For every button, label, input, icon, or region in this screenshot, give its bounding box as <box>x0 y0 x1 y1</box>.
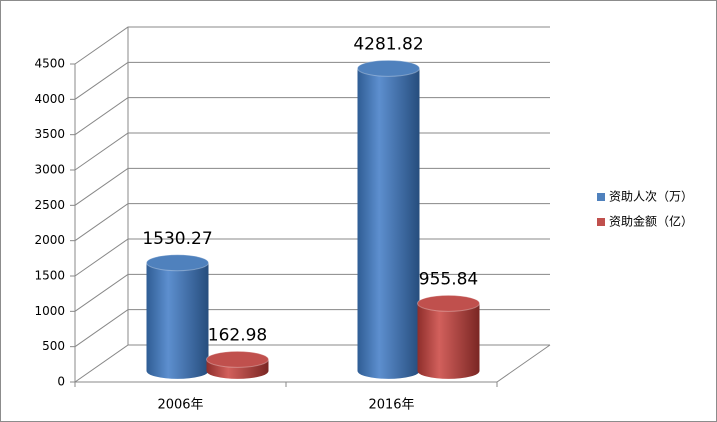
bar-top <box>417 294 480 312</box>
y-tick-label: 2500 <box>34 198 65 212</box>
bar <box>146 262 209 379</box>
bar-top <box>206 350 269 368</box>
bar-top <box>146 254 209 272</box>
bar-top <box>357 59 420 77</box>
y-tick-label: 3500 <box>34 127 65 141</box>
data-label: 955.84 <box>419 269 478 289</box>
y-tick-label: 500 <box>42 339 65 353</box>
grid-line <box>74 26 550 65</box>
y-tick-label: 1500 <box>34 269 65 283</box>
grid-line <box>74 61 550 100</box>
data-label: 1530.27 <box>142 229 212 249</box>
legend-label: 资助金额（亿） <box>609 214 693 229</box>
x-tick-label: 2006年 <box>157 398 203 413</box>
y-tick-label: 0 <box>57 375 65 389</box>
data-label: 4281.82 <box>353 34 423 54</box>
y-tick-label: 3000 <box>34 163 65 177</box>
y-tick-label: 1000 <box>34 304 65 318</box>
legend-swatch <box>597 218 605 226</box>
y-tick-label: 4000 <box>34 92 65 106</box>
y-tick-label: 2000 <box>34 233 65 247</box>
legend-label: 资助人次（万） <box>609 190 693 204</box>
y-tick-label: 4500 <box>34 57 65 71</box>
x-tick-label: 2016年 <box>368 398 414 413</box>
data-label: 162.98 <box>208 325 267 345</box>
bar <box>417 303 480 379</box>
legend-swatch <box>597 193 605 201</box>
bar <box>357 68 420 379</box>
